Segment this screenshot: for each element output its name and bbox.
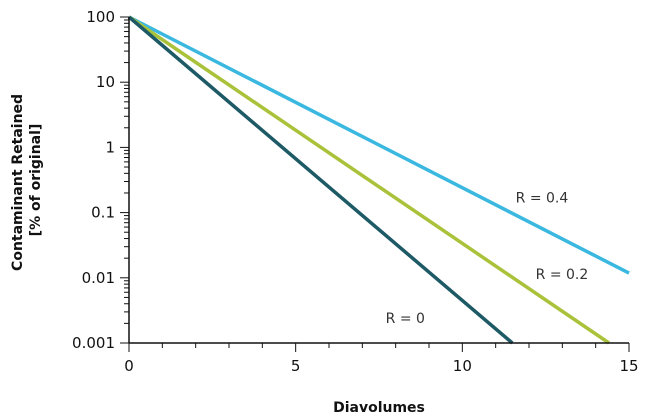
x-tick-label: 10 [453,357,472,375]
series-line-2 [127,15,514,345]
x-tick-label: 0 [124,357,134,375]
y-tick-label: 1 [105,138,115,156]
x-ticks: 0 5 10 15 [124,343,639,375]
y-tick-label: 0.1 [91,204,115,222]
series-annotation-1: R = 0.2 [536,267,589,283]
y-tick-label: 100 [86,8,115,26]
series-annotation-0: R = 0.4 [516,191,569,207]
y-ticks: 100 10 1 0.1 0.01 0.001 [72,8,129,352]
y-axis-title: Contaminant Retained [% of original] [10,89,44,271]
y-tick-label: 0.001 [72,334,115,352]
series-annotations: R = 0.4 R = 0.2 R = 0 [386,191,589,328]
plot-lines [127,15,630,345]
series-line-1 [128,15,610,345]
y-tick-label: 10 [96,73,115,91]
y-axis-title-line-2: [% of original] [28,124,44,237]
series-line-0 [128,15,630,275]
x-tick-label: 5 [291,357,301,375]
series-annotation-2: R = 0 [386,311,425,327]
x-tick-label: 15 [619,357,638,375]
y-tick-label: 0.01 [82,269,115,287]
y-axis-title-line-1: Contaminant Retained [10,94,26,271]
axes: 0 5 10 15 100 10 1 0.1 0.01 0.001 [72,8,639,375]
x-axis-title: Diavolumes [333,400,425,416]
